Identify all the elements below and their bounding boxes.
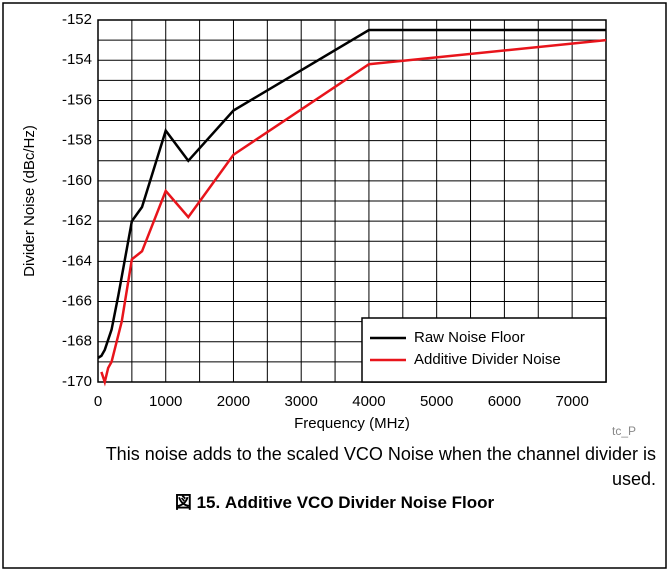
- plot-border: [97, 19, 607, 383]
- note: This noise adds to the scaled VCO Noise …: [105, 444, 656, 489]
- series-line: [100, 38, 607, 387]
- caption: 図 15. Additive VCO Divider Noise Floor: [174, 493, 495, 512]
- y-tick-label: -162: [62, 212, 92, 229]
- y-tick-label: -170: [62, 373, 92, 390]
- y-tick-label: -152: [62, 11, 92, 28]
- y-axis-label: Divider Noise (dBc/Hz): [21, 125, 38, 277]
- series-line: [97, 28, 606, 359]
- x-axis-label: Frequency (MHz): [294, 415, 410, 432]
- y-tick-label: -154: [62, 51, 92, 68]
- x-tick-label: 7000: [555, 393, 588, 410]
- x-tick-label: 6000: [488, 393, 521, 410]
- watermark: tc_P: [612, 424, 636, 438]
- x-tick-label: 3000: [285, 393, 318, 410]
- y-tick-label: -156: [62, 91, 92, 108]
- y-tick-label: -158: [62, 132, 92, 149]
- legend-label: Raw Noise Floor: [414, 329, 525, 346]
- y-tick-label: -164: [62, 252, 92, 269]
- x-tick-label: 0: [94, 393, 102, 410]
- y-tick-label: -166: [62, 293, 92, 310]
- x-tick-label: 5000: [420, 393, 453, 410]
- x-tick-label: 1000: [149, 393, 182, 410]
- legend-box: [361, 317, 607, 383]
- x-tick-label: 2000: [217, 393, 250, 410]
- y-tick-label: -168: [62, 333, 92, 350]
- x-tick-label: 4000: [352, 393, 385, 410]
- y-tick-label: -160: [62, 172, 92, 189]
- legend-label: Additive Divider Noise: [414, 351, 561, 368]
